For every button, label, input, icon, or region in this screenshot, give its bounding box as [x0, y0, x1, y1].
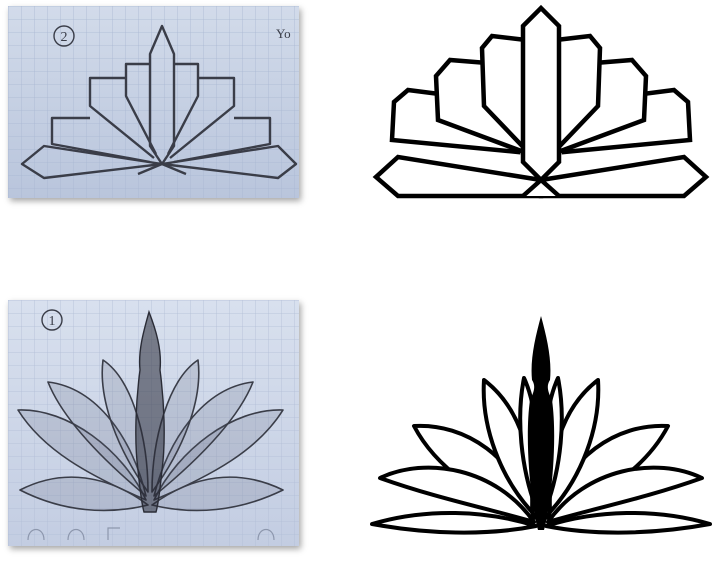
sketch-organic-lotus: 1 [8, 300, 299, 546]
figure-silhouette [527, 316, 555, 530]
faint-lower-scribbles [27, 527, 275, 541]
ink-lotus-logo [372, 4, 710, 199]
logo-organic-lotus [366, 308, 716, 548]
pencil-figure [135, 309, 165, 513]
logo-geometric-lotus [368, 2, 714, 202]
margin-note: Yo [276, 26, 291, 41]
number-label: 1 [49, 314, 56, 329]
number-label: 2 [61, 30, 68, 45]
pencil-lotus-drawing [20, 24, 298, 180]
ink-lotus-logo [370, 376, 712, 535]
number-circle-one: 1 [41, 309, 63, 331]
sketch-geometric-lotus: 2 Yo [8, 6, 299, 198]
number-circle-two: 2 [53, 25, 75, 47]
